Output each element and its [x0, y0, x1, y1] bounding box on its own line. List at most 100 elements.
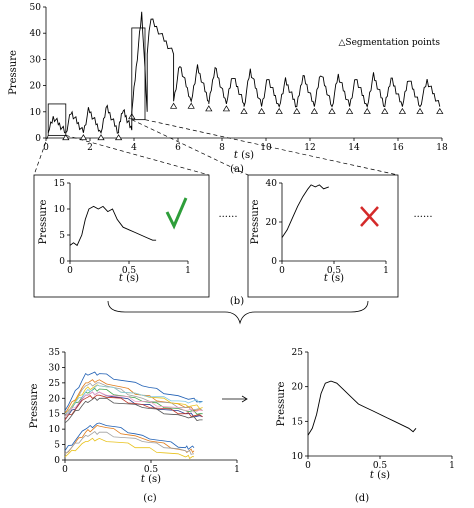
- aligned-segment-series: [64, 382, 203, 417]
- x-tick-label: 0.5: [327, 266, 342, 276]
- x-tick-label: 0: [62, 465, 68, 475]
- y-tick-label: 40: [30, 29, 42, 39]
- y-tick-label: 0: [59, 257, 65, 267]
- aligned-segment-series: [64, 422, 195, 451]
- segmentation-point-marker: [257, 107, 266, 114]
- x-tick-label: 1: [449, 461, 455, 471]
- y-tick-label: 10: [292, 452, 304, 462]
- zoom-line: [131, 119, 249, 176]
- check-icon: [165, 197, 188, 230]
- x-axis-label: t (s): [141, 474, 161, 485]
- aligned-segment-series: [64, 379, 203, 414]
- segmentation-point-marker: [363, 107, 371, 114]
- y-tick-label: 5: [54, 441, 60, 451]
- x-tick-label: 0: [67, 266, 73, 276]
- segmentation-point-marker: [205, 105, 213, 112]
- x-tick-label: 2: [87, 143, 93, 153]
- arrow-right-icon: [222, 395, 248, 403]
- segmentation-point-marker: [381, 107, 389, 114]
- panel-a-chart: 0 2 4 6 8 10 12 14 16 18 0 10 20 30 40 50 Pressure t (s) △…: [8, 3, 448, 161]
- x-axis-label: t (s): [324, 273, 344, 284]
- x-tick-label: 0: [305, 461, 311, 471]
- panel-d-chart: 0 0.5 1 10 15 20 25 Pressure t (s): [276, 348, 455, 481]
- zoom-connector-lines: [33, 119, 399, 176]
- segmentation-point-marker: [114, 134, 123, 141]
- y-tick-label: 0: [35, 134, 41, 144]
- aligned-segment-series: [64, 397, 203, 424]
- segmentation-point-marker: [328, 107, 336, 114]
- x-tick-label: 4: [131, 143, 137, 153]
- segmentation-point-marker: [436, 107, 444, 114]
- segmentation-point-marker: [222, 105, 231, 112]
- x-tick-label: 1: [185, 266, 191, 276]
- zoom-line: [65, 135, 210, 176]
- aligned-segment-series: [64, 371, 203, 411]
- y-tick-label: 30: [30, 55, 42, 65]
- panel-a-label: (a): [230, 164, 244, 175]
- y-tick-label: 20: [49, 394, 61, 404]
- y-tick-label: 0: [271, 257, 277, 267]
- segmentation-point-marker: [62, 134, 70, 141]
- highlight-window-1: [47, 103, 67, 136]
- panel-b-label: (b): [230, 296, 244, 307]
- panel-b1-frame: [33, 174, 210, 298]
- x-tick-label: 1: [234, 465, 240, 475]
- y-tick-label: 40: [266, 179, 278, 189]
- aligned-segment-series: [64, 394, 203, 421]
- segmentation-point-marker: [293, 107, 301, 114]
- segmentation-point-marker: [275, 107, 283, 114]
- x-tick-label: 18: [436, 143, 448, 153]
- panel-d-label: (d): [355, 493, 369, 504]
- y-tick-label: 15: [54, 179, 66, 189]
- x-tick-label: 16: [392, 143, 404, 153]
- aligned-segment-series: [64, 384, 203, 415]
- zoom-line: [33, 135, 49, 176]
- segmentation-point-marker: [79, 134, 88, 141]
- aligned-segment-series: [64, 391, 203, 418]
- y-tick-label: 20: [292, 383, 304, 393]
- y-tick-label: 35: [49, 348, 61, 358]
- y-axis-label: Pressure: [276, 382, 287, 427]
- x-tick-label: 0.5: [144, 465, 159, 475]
- x-tick-label: 1: [383, 266, 389, 276]
- x-tick-label: 10: [260, 143, 272, 153]
- y-tick-label: 30: [49, 363, 61, 373]
- y-tick-label: 15: [49, 410, 61, 420]
- cross-icon: [360, 206, 379, 227]
- segmentation-point-marker: [97, 134, 105, 141]
- x-tick-label: 0.5: [373, 461, 388, 471]
- panel-c-label: (c): [143, 493, 157, 504]
- aligned-segment-series: [64, 437, 195, 460]
- brace-shape: [107, 300, 369, 325]
- zoom-line: [144, 119, 399, 176]
- y-tick-label: 10: [30, 108, 42, 118]
- legend-segmentation-points: △Segmentation points: [339, 38, 441, 48]
- y-tick-label: 0: [54, 456, 60, 466]
- segmentation-point-marker: [416, 107, 424, 114]
- y-tick-label: 20: [266, 218, 278, 228]
- y-tick-label: 50: [30, 3, 42, 13]
- segmentation-point-marker: [169, 102, 178, 109]
- aligned-segment-series: [64, 425, 195, 455]
- segment-trace-invalid: [281, 184, 329, 238]
- panel-b-dots-left: ......: [218, 209, 237, 220]
- y-tick-label: 5: [59, 231, 65, 241]
- segmentation-point-marker: [240, 107, 248, 114]
- y-tick-label: 25: [292, 348, 304, 358]
- segmentation-point-marker: [310, 107, 319, 114]
- y-tick-label: 15: [292, 417, 304, 427]
- x-tick-label: 6: [175, 143, 181, 153]
- x-tick-label: 0: [279, 266, 285, 276]
- y-axis-label: Pressure: [38, 200, 49, 245]
- x-axis-label: t (s): [119, 273, 139, 284]
- y-tick-label: 10: [49, 425, 61, 435]
- x-tick-label: 8: [219, 143, 225, 153]
- y-axis-label: Pressure: [8, 50, 19, 95]
- panel-b2-chart: 0 0.5 1 0 20 40 Pressure t (s): [250, 179, 389, 284]
- pressure-trace: [47, 11, 441, 134]
- segment-trace-valid: [69, 205, 157, 247]
- y-tick-label: 25: [49, 379, 61, 389]
